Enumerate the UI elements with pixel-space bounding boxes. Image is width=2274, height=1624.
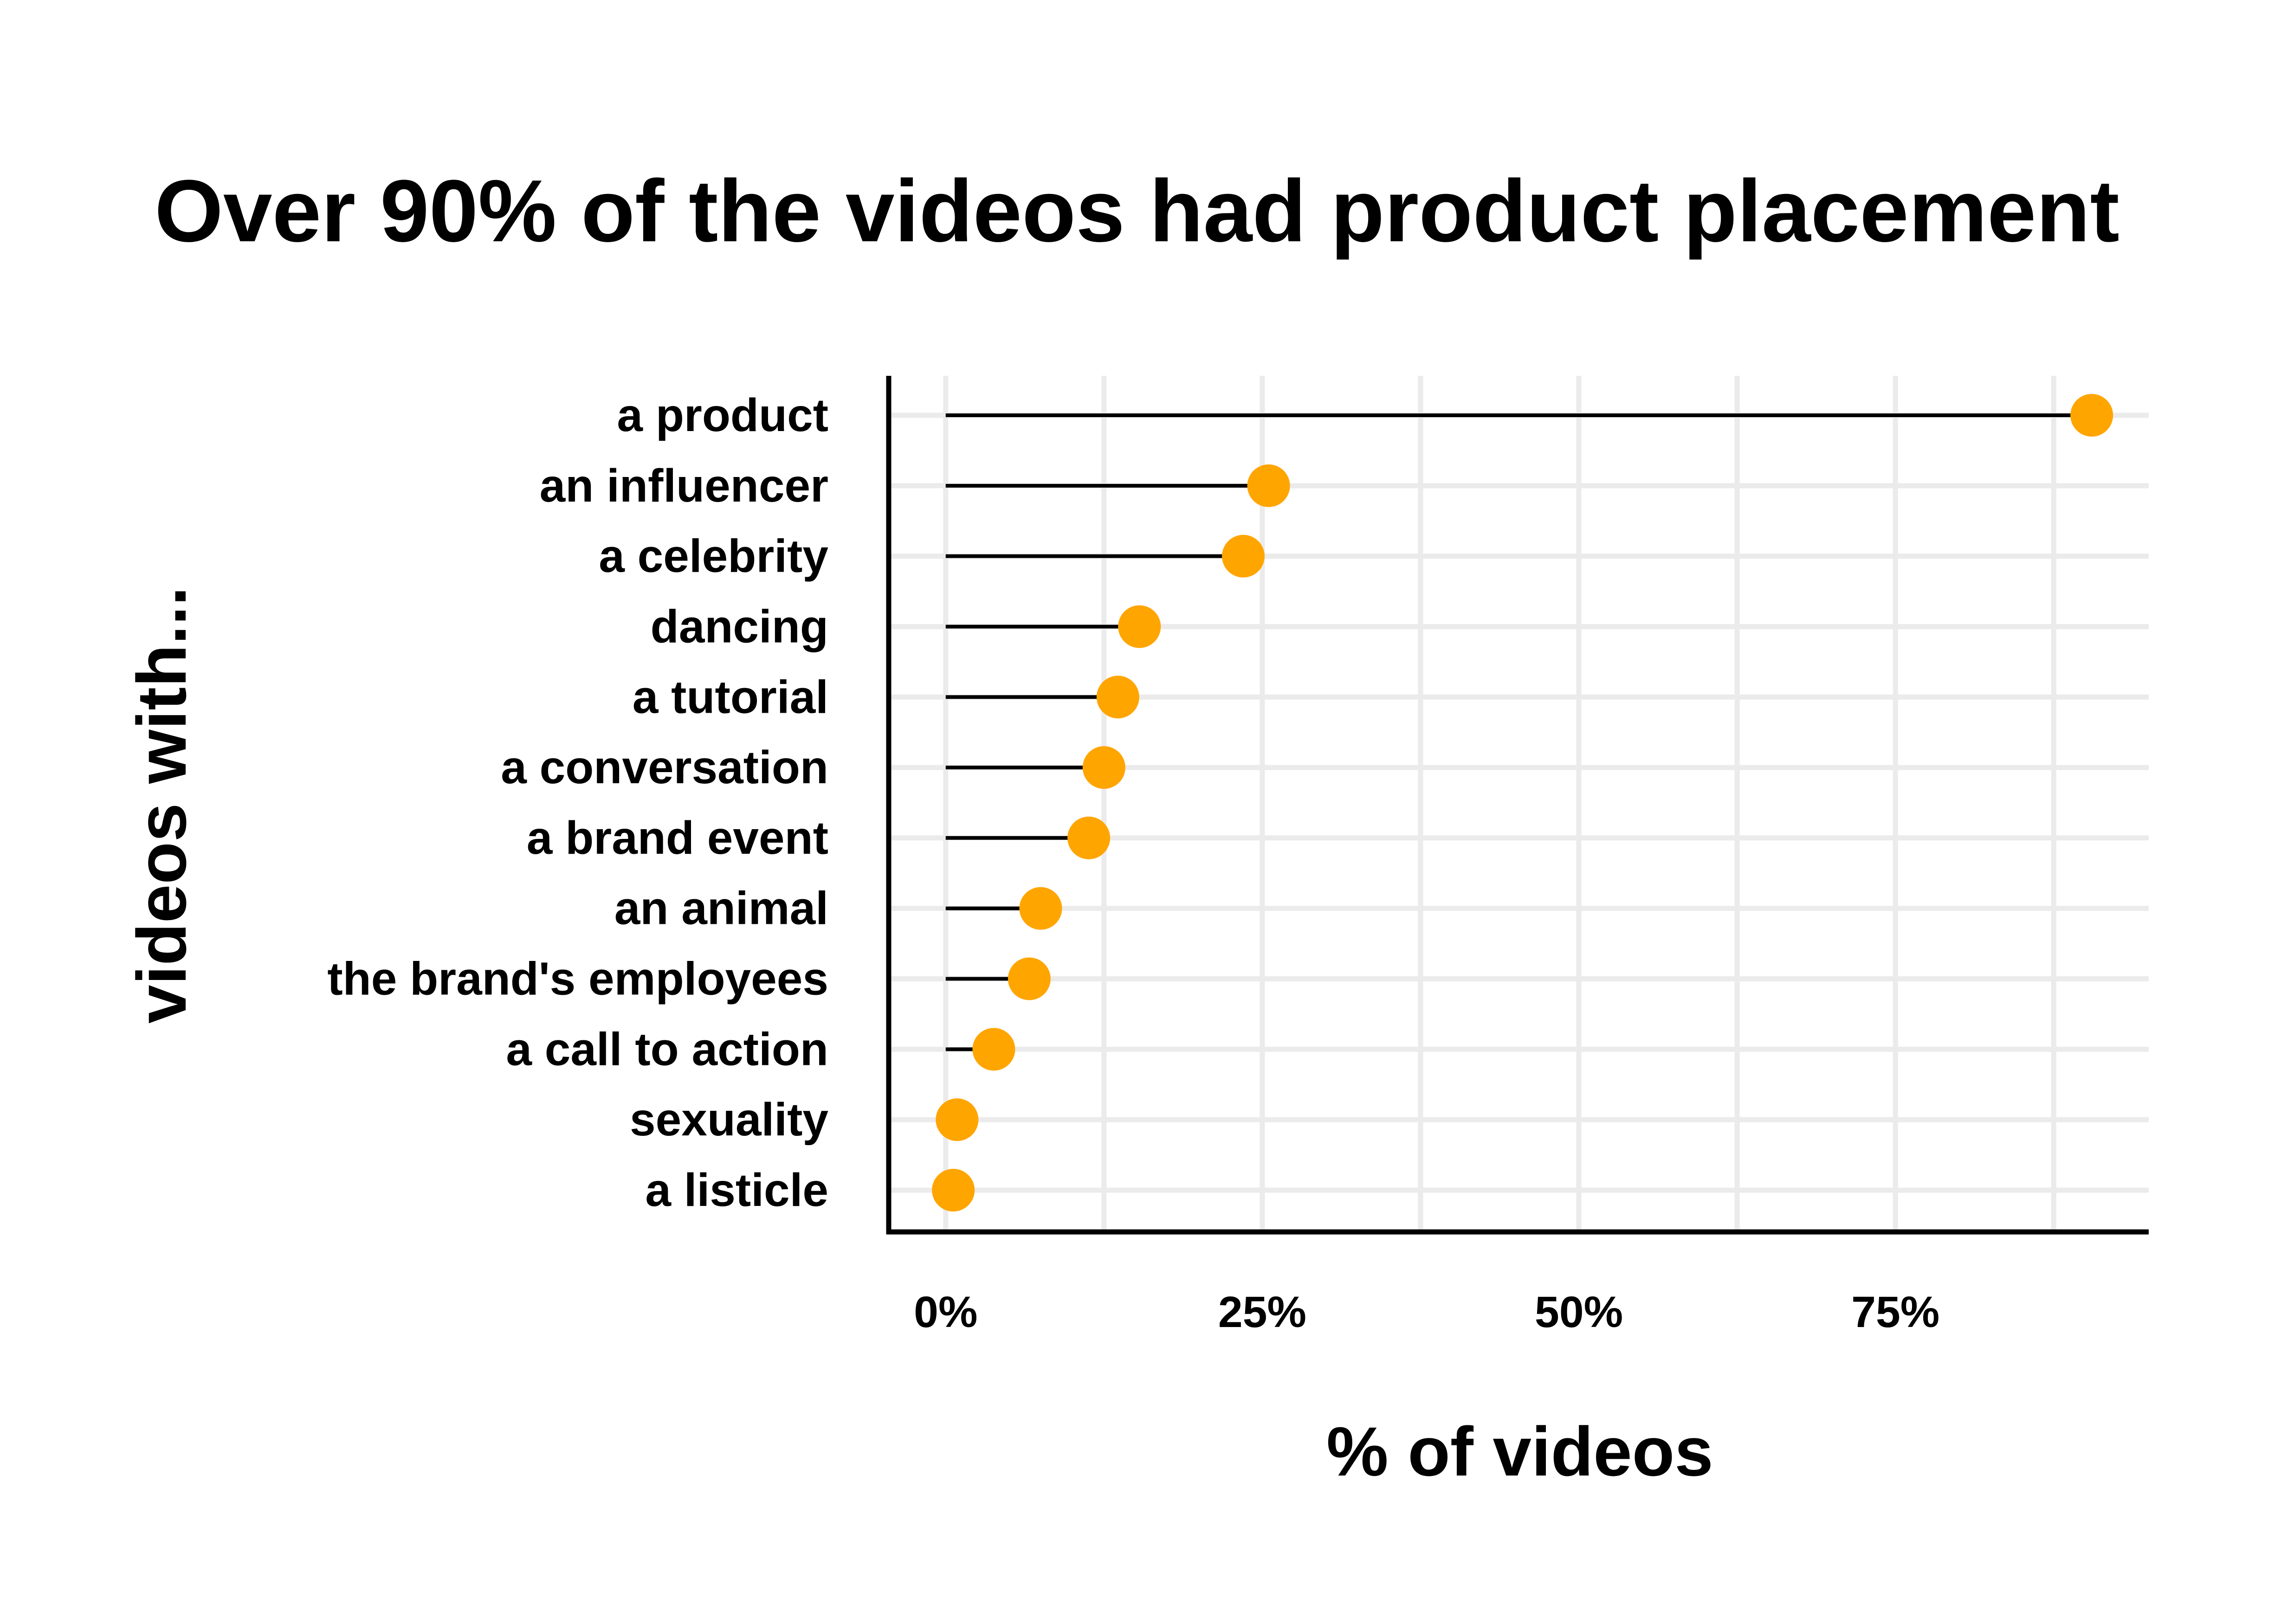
x-tick-label: 75% xyxy=(1851,1288,1939,1337)
chart-title: Over 90% of the videos had product place… xyxy=(155,162,2119,260)
category-label-a-celebrity: a celebrity xyxy=(599,530,828,582)
category-label-a-listicle: a listicle xyxy=(645,1164,828,1216)
category-label-a-product: a product xyxy=(617,389,828,441)
point-a-call-to-action xyxy=(972,1028,1015,1071)
point-a-celebrity xyxy=(1222,535,1265,578)
category-labels: a product an influencer a celebrity dancing… xyxy=(327,389,828,1216)
category-label-the-brand-s-employees: the brand's employees xyxy=(327,953,828,1005)
point-a-tutorial xyxy=(1096,676,1139,719)
y-axis-title: videos with... xyxy=(123,586,200,1024)
point-a-brand-event xyxy=(1067,816,1111,859)
category-label-an-influencer: an influencer xyxy=(540,460,828,512)
axes xyxy=(886,376,2149,1235)
point-the-brand-s-employees xyxy=(1008,957,1051,1000)
category-label-a-brand-event: a brand event xyxy=(527,812,828,864)
x-tick-label: 25% xyxy=(1218,1288,1306,1337)
lollipop-points xyxy=(932,394,2113,1212)
category-label-a-conversation: a conversation xyxy=(501,741,828,793)
grid-lines xyxy=(889,376,2149,1232)
x-tick-labels: 0% 25% 50% 75% xyxy=(914,1288,1939,1337)
category-label-dancing: dancing xyxy=(651,600,828,652)
category-label-a-call-to-action: a call to action xyxy=(506,1023,828,1075)
point-an-animal xyxy=(1019,887,1062,930)
point-dancing xyxy=(1118,605,1161,648)
x-tick-label: 0% xyxy=(914,1288,977,1337)
point-a-listicle xyxy=(932,1169,975,1212)
lollipop-stems xyxy=(945,413,2092,1192)
x-axis-title: % of videos xyxy=(1326,1412,1713,1490)
point-sexuality xyxy=(936,1098,979,1141)
category-label-a-tutorial: a tutorial xyxy=(633,671,828,723)
point-a-product xyxy=(2070,394,2113,437)
category-label-sexuality: sexuality xyxy=(630,1094,828,1146)
point-a-conversation xyxy=(1082,746,1125,789)
category-label-an-animal: an animal xyxy=(614,883,828,934)
point-an-influencer xyxy=(1247,464,1290,507)
x-tick-label: 50% xyxy=(1535,1288,1623,1337)
